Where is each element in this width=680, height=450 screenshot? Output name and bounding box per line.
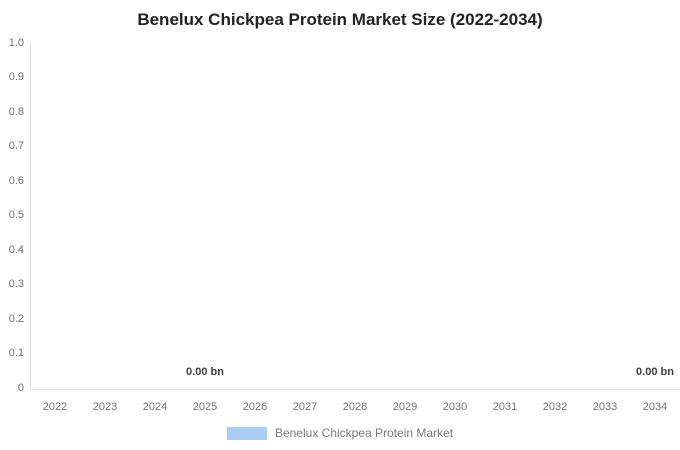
y-axis-tick-label: 0 [17,382,24,394]
x-axis-tick-label: 2025 [192,401,218,413]
y-axis-tick-label: 0.7 [8,140,24,153]
y-axis-tick-label: 1.0 [8,36,24,49]
x-axis-tick-label: 2029 [392,401,418,413]
y-axis-line [30,43,31,389]
x-axis-tick-label: 2028 [342,401,368,413]
legend-swatch-icon [226,427,267,440]
x-axis-tick-label: 2031 [492,401,518,413]
x-axis-tick-label: 2033 [592,401,618,413]
y-axis-tick-label: 0.2 [8,312,24,325]
x-axis-tick-label: 2022 [42,401,68,413]
y-axis-tick-label: 0.1 [8,347,24,360]
x-axis-tick-label: 2027 [292,401,318,413]
y-axis-tick-label: 0.6 [8,174,24,187]
legend-item-label: Benelux Chickpea Protein Market [274,426,454,440]
y-axis-tick-label: 0.3 [8,278,24,291]
x-axis-tick-label: 2024 [142,401,168,413]
x-axis-tick-label: 2030 [442,401,468,413]
legend: Benelux Chickpea Protein Market [0,426,680,441]
x-axis-line [30,389,680,390]
bar-value-label: 0.00 bn [636,366,674,378]
y-axis-tick-label: 0.9 [8,71,24,84]
chart-title: Benelux Chickpea Protein Market Size (20… [137,10,543,29]
y-axis-tick-label: 0.5 [8,209,24,222]
y-axis-tick-label: 0.8 [8,105,24,118]
x-axis-tick-label: 2026 [242,401,268,413]
bar-value-label: 0.00 bn [186,366,224,378]
x-axis-tick-label: 2023 [92,401,118,413]
legend-item[interactable]: Benelux Chickpea Protein Market [226,426,454,441]
x-axis-tick-label: 2034 [642,401,668,413]
x-axis-tick-label: 2032 [542,401,568,413]
y-axis-tick-label: 0.4 [8,243,24,256]
